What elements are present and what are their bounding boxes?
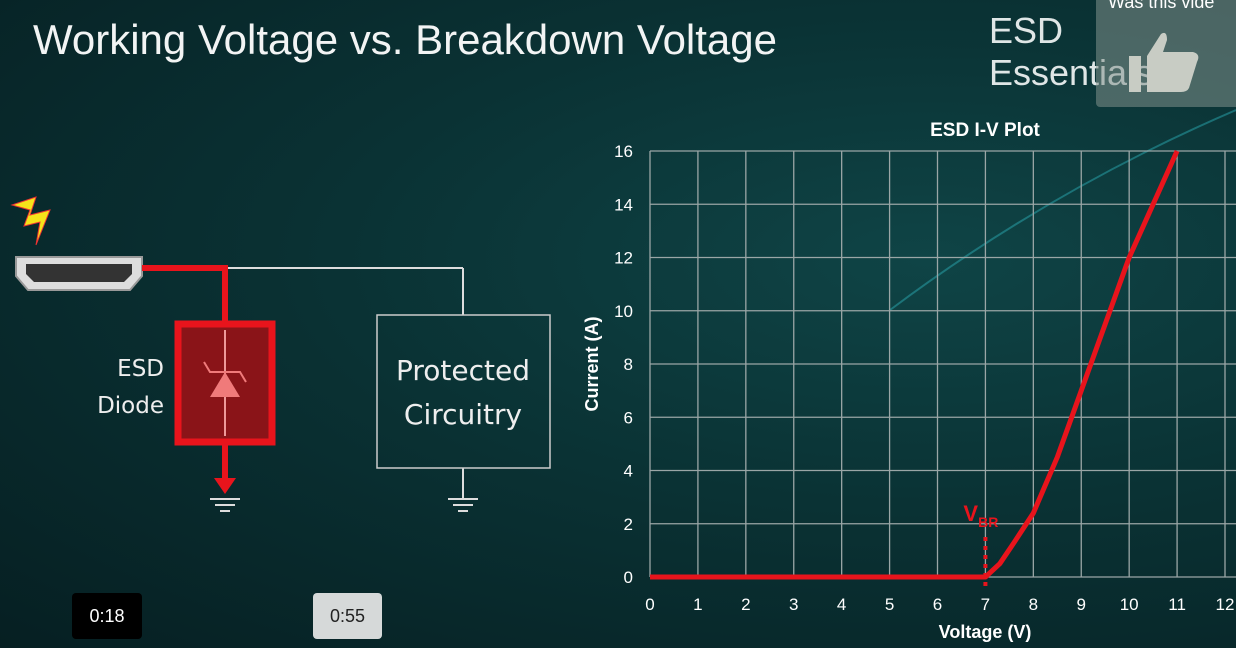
total-time-badge: 0:55 xyxy=(313,593,382,639)
y-axis-label: Current (A) xyxy=(582,317,602,412)
iv-curve-series xyxy=(650,149,1180,580)
current-time-badge: 0:18 xyxy=(72,593,142,639)
vbr-label: VBR xyxy=(963,501,998,530)
y-tick-label: 4 xyxy=(624,462,633,481)
diode-label-diode: Diode xyxy=(97,393,164,419)
x-tick-label: 12 xyxy=(1216,595,1235,614)
x-tick-label: 6 xyxy=(933,595,942,614)
x-tick-label: 4 xyxy=(837,595,846,614)
x-tick-label: 3 xyxy=(789,595,798,614)
y-tick-label: 16 xyxy=(614,142,633,161)
x-tick-label: 5 xyxy=(885,595,894,614)
y-tick-label: 10 xyxy=(614,302,633,321)
x-tick-label: 2 xyxy=(741,595,750,614)
hdmi-connector-icon xyxy=(15,256,143,291)
esd-circuit-diagram: ESD Diode Protected Circuitry xyxy=(10,196,551,512)
y-tick-label: 6 xyxy=(624,408,633,427)
x-tick-label: 10 xyxy=(1120,595,1139,614)
x-tick-label: 8 xyxy=(1029,595,1038,614)
feedback-question: Was this vide xyxy=(1108,0,1215,12)
decorative-arc xyxy=(889,109,1236,311)
diode-label-esd: ESD xyxy=(117,356,164,382)
protected-label-2: Circuitry xyxy=(404,398,522,431)
y-tick-label: 12 xyxy=(614,249,633,268)
y-tick-label: 14 xyxy=(614,195,633,214)
protected-circuitry-box xyxy=(376,314,551,469)
chart-title: ESD I-V Plot xyxy=(930,120,1040,141)
x-tick-label: 9 xyxy=(1077,595,1086,614)
y-tick-label: 0 xyxy=(624,568,633,587)
slide-title: Working Voltage vs. Breakdown Voltage xyxy=(33,16,778,63)
ground-icon xyxy=(210,498,478,512)
tvs-diode-icon xyxy=(174,320,276,446)
lightning-icon xyxy=(10,196,51,246)
y-tick-label: 8 xyxy=(624,355,633,374)
x-tick-label: 0 xyxy=(645,595,654,614)
x-tick-label: 1 xyxy=(693,595,702,614)
x-tick-label: 7 xyxy=(981,595,990,614)
x-tick-label: 11 xyxy=(1168,595,1186,614)
x-axis-label: Voltage (V) xyxy=(939,622,1032,642)
protected-label-1: Protected xyxy=(396,354,530,387)
y-tick-label: 2 xyxy=(624,515,633,534)
thumbs-up-icon[interactable] xyxy=(1127,30,1203,94)
red-current-path xyxy=(142,265,236,494)
